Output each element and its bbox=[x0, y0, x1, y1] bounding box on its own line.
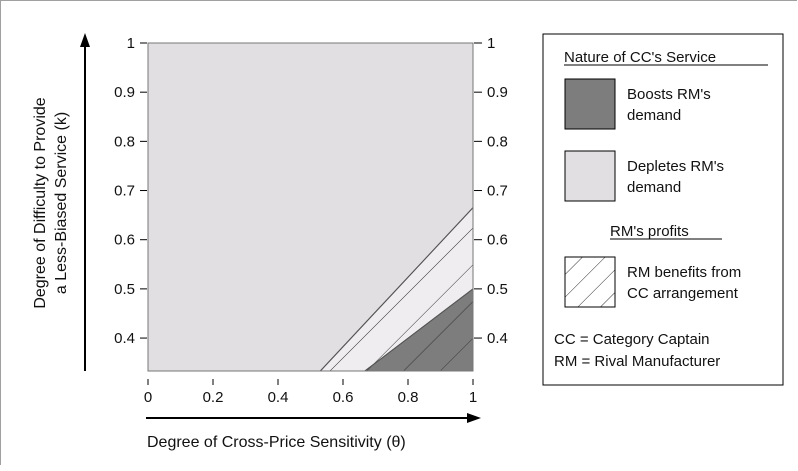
legend-note-cc: CC = Category Captain bbox=[554, 331, 710, 348]
y-tick-label-left: 0.8 bbox=[114, 133, 135, 150]
x-tick-label: 0.4 bbox=[268, 389, 289, 406]
y-axis-title-line2: a Less-Biased Service (k) bbox=[53, 112, 70, 294]
legend-swatch-depletes bbox=[564, 150, 616, 202]
y-tick-label-right: 0.7 bbox=[487, 183, 508, 200]
x-tick-label: 0 bbox=[144, 389, 152, 406]
legend-boosts-line1: Boosts RM's bbox=[627, 86, 711, 103]
ticks-layer: 0 0.2 0.4 0.6 0.8 1 1 1 0.9 0.9 0.8 0.8 0.7 0.7 0.6 0.6… bbox=[114, 35, 508, 406]
legend-swatch-boosts bbox=[564, 78, 616, 130]
legend-depletes-line2: demand bbox=[627, 179, 681, 196]
y-tick-label-left: 1 bbox=[127, 35, 135, 52]
legend-depletes-line1: Depletes RM's bbox=[627, 158, 724, 175]
y-tick-label-right: 0.9 bbox=[487, 84, 508, 101]
legend-benefits-line2: CC arrangement bbox=[627, 285, 739, 302]
x-tick-label: 0.8 bbox=[398, 389, 419, 406]
legend-benefits-line1: RM benefits from bbox=[627, 264, 741, 281]
y-tick-label-left: 0.5 bbox=[114, 281, 135, 298]
y-tick-label-left: 0.4 bbox=[114, 330, 135, 347]
legend-heading-nature: Nature of CC's Service bbox=[564, 49, 716, 66]
x-axis-title: Degree of Cross-Price Sensitivity (θ) bbox=[147, 434, 406, 451]
regions-layer bbox=[147, 42, 474, 372]
plot-border bbox=[147, 42, 474, 372]
y-tick-label-right: 1 bbox=[487, 35, 495, 52]
y-tick-label-left: 0.6 bbox=[114, 232, 135, 249]
x-axis-arrowhead bbox=[467, 413, 481, 423]
x-tick-label: 0.6 bbox=[333, 389, 354, 406]
y-tick-label-left: 0.9 bbox=[114, 84, 135, 101]
y-tick-label-right: 0.6 bbox=[487, 232, 508, 249]
y-axis-arrowhead bbox=[80, 33, 90, 47]
legend-heading-profits: RM's profits bbox=[610, 223, 689, 240]
y-tick-label-right: 0.8 bbox=[487, 133, 508, 150]
axes bbox=[80, 33, 481, 423]
y-tick-label-right: 0.4 bbox=[487, 330, 508, 347]
legend-note-rm: RM = Rival Manufacturer bbox=[554, 353, 720, 370]
y-tick-label-right: 0.5 bbox=[487, 281, 508, 298]
y-tick-label-left: 0.7 bbox=[114, 183, 135, 200]
legend-boosts-line2: demand bbox=[627, 107, 681, 124]
x-tick-label: 0.2 bbox=[203, 389, 224, 406]
legend-swatch-benefits bbox=[564, 256, 616, 308]
x-tick-label: 1 bbox=[469, 389, 477, 406]
legend: Nature of CC's Service Boosts RM's deman… bbox=[542, 33, 784, 386]
y-axis-title-line1: Degree of Difficulty to Provide bbox=[32, 97, 49, 308]
y-axis-title: Degree of Difficulty to Provide a Less-B… bbox=[32, 97, 70, 308]
